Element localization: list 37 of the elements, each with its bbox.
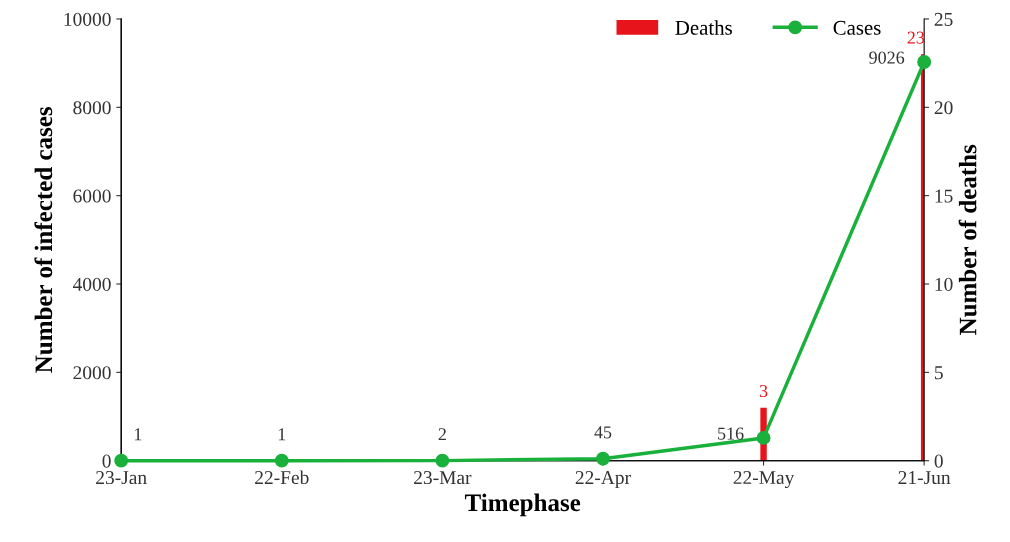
y-tick-label: 6000 [73, 189, 111, 203]
legend-label: Cases [833, 20, 881, 35]
legend-label: Deaths [675, 20, 732, 35]
y-tick-label: 4000 [72, 277, 111, 291]
data-label: 1 [278, 428, 286, 441]
y-tick-label: 2000 [73, 366, 111, 380]
data-label: 45 [594, 426, 612, 439]
data-label: 23 [907, 31, 925, 44]
point [596, 451, 610, 466]
y2-tick-label: 0 [934, 454, 943, 468]
y-tick-label: 0 [102, 454, 111, 468]
x-tick-label: 21-Jun [898, 471, 951, 485]
x-axis-title: Timephase [464, 493, 581, 517]
point [917, 55, 932, 69]
y-tick-label: 8000 [73, 101, 111, 115]
y2-axis-title: Number of deaths [958, 144, 977, 335]
x-tick-label: 23-Mar [414, 471, 472, 485]
x-tick-label: 23-Jan [96, 471, 147, 485]
data-label: 1 [134, 428, 142, 441]
data-label: 516 [718, 427, 744, 440]
y2-tick-label: 25 [934, 12, 953, 26]
y2-tick-label: 15 [935, 189, 953, 203]
point [114, 453, 129, 468]
data-label: 3 [759, 384, 768, 398]
point [756, 430, 771, 445]
y2-tick-label: 5 [935, 366, 943, 380]
y2-tick-label: 20 [934, 101, 953, 115]
point [274, 453, 289, 468]
x-tick-label: 22-Apr [575, 471, 631, 489]
data-label: 9026 [869, 51, 905, 64]
data-label: 2 [438, 428, 446, 441]
y2-tick-label: 10 [935, 277, 953, 291]
y-axis-title: Number of infected cases [34, 107, 53, 373]
x-tick-label: 22-Feb [255, 470, 309, 485]
x-tick-label: 22-May [733, 470, 795, 489]
point [435, 453, 450, 468]
y-tick-label: 10000 [64, 12, 111, 26]
